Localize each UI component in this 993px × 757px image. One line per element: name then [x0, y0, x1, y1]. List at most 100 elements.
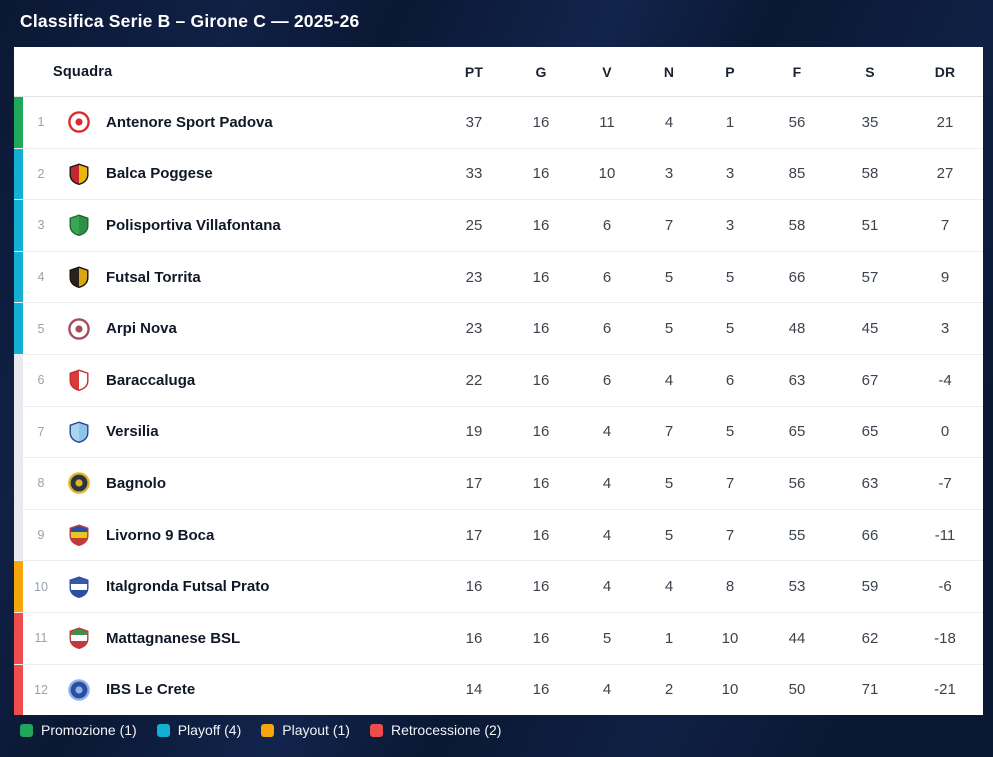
stat-v: 4 [602, 526, 612, 544]
team-name: Livorno 9 Boca [106, 526, 215, 544]
page-title: Classifica Serie B – Girone C — 2025-26 [20, 11, 360, 31]
stat-s: 35 [861, 113, 879, 131]
column-header-g: G [535, 63, 547, 80]
stat-pt: 16 [465, 629, 483, 647]
team-badge-icon [69, 421, 89, 443]
position-cell: 3 [37, 218, 45, 233]
stat-dr: -21 [934, 681, 956, 699]
table-row[interactable]: 5 Arpi Nova 23 16 6 5 5 48 45 3 [14, 303, 983, 355]
table-row[interactable]: 12 IBS Le Crete 14 16 4 2 10 50 71 -21 [14, 664, 983, 716]
stat-v: 4 [602, 474, 612, 492]
team-badge-icon [69, 163, 89, 185]
team-badge [59, 575, 99, 599]
legend-label: Promozione (1) [41, 722, 137, 738]
team-name: IBS Le Crete [106, 681, 196, 699]
stat-n: 2 [664, 681, 674, 699]
stat-v: 4 [602, 681, 612, 699]
column-header-n: N [663, 63, 675, 80]
stat-s: 58 [861, 165, 879, 183]
stat-f: 65 [788, 423, 806, 441]
team-badge [59, 368, 99, 392]
stat-g: 16 [532, 371, 550, 389]
zone-indicator [14, 509, 23, 561]
position-cell: 1 [37, 115, 45, 130]
team-badge [59, 678, 99, 702]
stat-s: 67 [861, 371, 879, 389]
column-header-s: S [865, 63, 875, 80]
legend-label: Playout (1) [282, 722, 350, 738]
legend-item: Playout (1) [261, 722, 350, 738]
stat-dr: 27 [936, 165, 954, 183]
stat-n: 7 [664, 216, 674, 234]
stat-p: 8 [725, 578, 735, 596]
zone-legend: Promozione (1) Playoff (4) Playout (1) Retr… [20, 722, 501, 738]
stat-n: 5 [664, 526, 674, 544]
legend-swatch-icon [261, 723, 275, 737]
team-badge [59, 162, 99, 186]
stat-s: 62 [861, 629, 879, 647]
stat-p: 3 [725, 165, 735, 183]
table-row[interactable]: 4 Futsal Torrita 23 16 6 5 5 66 57 9 [14, 251, 983, 304]
stat-dr: -18 [934, 629, 956, 647]
stat-dr: 0 [940, 423, 950, 441]
stat-p: 3 [725, 216, 735, 234]
table-body: 1 Antenore Sport Padova 37 16 11 4 1 56 35 21 2 Bal… [14, 97, 983, 716]
stat-v: 6 [602, 320, 612, 338]
stat-f: 55 [788, 526, 806, 544]
stat-p: 6 [725, 371, 735, 389]
column-header-p: P [725, 63, 735, 80]
team-badge-icon [69, 524, 89, 547]
stat-g: 16 [532, 629, 550, 647]
table-row[interactable]: 6 Baraccaluga 22 16 6 4 6 63 67 -4 [14, 354, 983, 407]
stat-dr: 7 [940, 216, 950, 234]
team-name: Arpi Nova [106, 320, 177, 338]
table-row[interactable]: 9 Livorno 9 Boca 17 16 4 5 7 55 66 -11 [14, 509, 983, 562]
column-header-f: F [792, 63, 802, 80]
zone-indicator [14, 251, 23, 303]
stat-g: 16 [532, 681, 550, 699]
table-row[interactable]: 7 Versilia 19 16 4 7 5 65 65 0 [14, 406, 983, 459]
stat-dr: -4 [938, 371, 952, 389]
stat-s: 71 [861, 681, 879, 699]
position-cell: 7 [37, 424, 45, 439]
stat-dr: -6 [938, 578, 952, 596]
stat-pt: 33 [465, 165, 483, 183]
team-badge [59, 471, 99, 495]
team-name: Antenore Sport Padova [106, 113, 273, 131]
table-row[interactable]: 2 Balca Poggese 33 16 10 3 3 85 58 27 [14, 148, 983, 201]
team-badge [59, 420, 99, 444]
zone-indicator [14, 354, 23, 406]
zone-indicator [14, 664, 23, 716]
stat-p: 10 [721, 681, 739, 699]
position-cell: 10 [34, 579, 48, 594]
stat-dr: 21 [936, 113, 954, 131]
table-row[interactable]: 8 Bagnolo 17 16 4 5 7 56 63 -7 [14, 458, 983, 510]
position-cell: 5 [37, 321, 45, 336]
stat-f: 44 [788, 629, 806, 647]
stat-n: 4 [664, 113, 674, 131]
stat-n: 5 [664, 474, 674, 492]
table-row[interactable]: 10 Italgronda Futsal Prato 16 16 4 4 8 53 59 -6 [14, 561, 983, 613]
stat-g: 16 [532, 113, 550, 131]
stat-dr: 9 [940, 268, 950, 286]
legend-item: Promozione (1) [20, 722, 137, 738]
legend-label: Playoff (4) [177, 722, 242, 738]
table-row[interactable]: 11 Mattagnanese BSL 16 16 5 1 10 44 62 -18 [14, 612, 983, 665]
stat-v: 11 [599, 113, 615, 131]
stat-pt: 22 [465, 371, 483, 389]
stat-g: 16 [532, 268, 550, 286]
stat-f: 58 [788, 216, 806, 234]
team-badge [59, 110, 99, 134]
stat-pt: 16 [465, 578, 483, 596]
stat-g: 16 [532, 216, 550, 234]
team-name: Baraccaluga [106, 371, 196, 389]
stat-s: 57 [861, 268, 879, 286]
legend-swatch-icon [369, 723, 383, 737]
stat-v: 5 [602, 629, 612, 647]
stat-v: 4 [602, 578, 612, 596]
table-row[interactable]: 3 Polisportiva Villafontana 25 16 6 7 3 58 51 7 [14, 200, 983, 252]
table-row[interactable]: 1 Antenore Sport Padova 37 16 11 4 1 56 35 21 [14, 97, 983, 149]
stat-dr: -11 [934, 526, 956, 544]
stat-p: 5 [725, 268, 735, 286]
team-name: Bagnolo [106, 474, 166, 492]
